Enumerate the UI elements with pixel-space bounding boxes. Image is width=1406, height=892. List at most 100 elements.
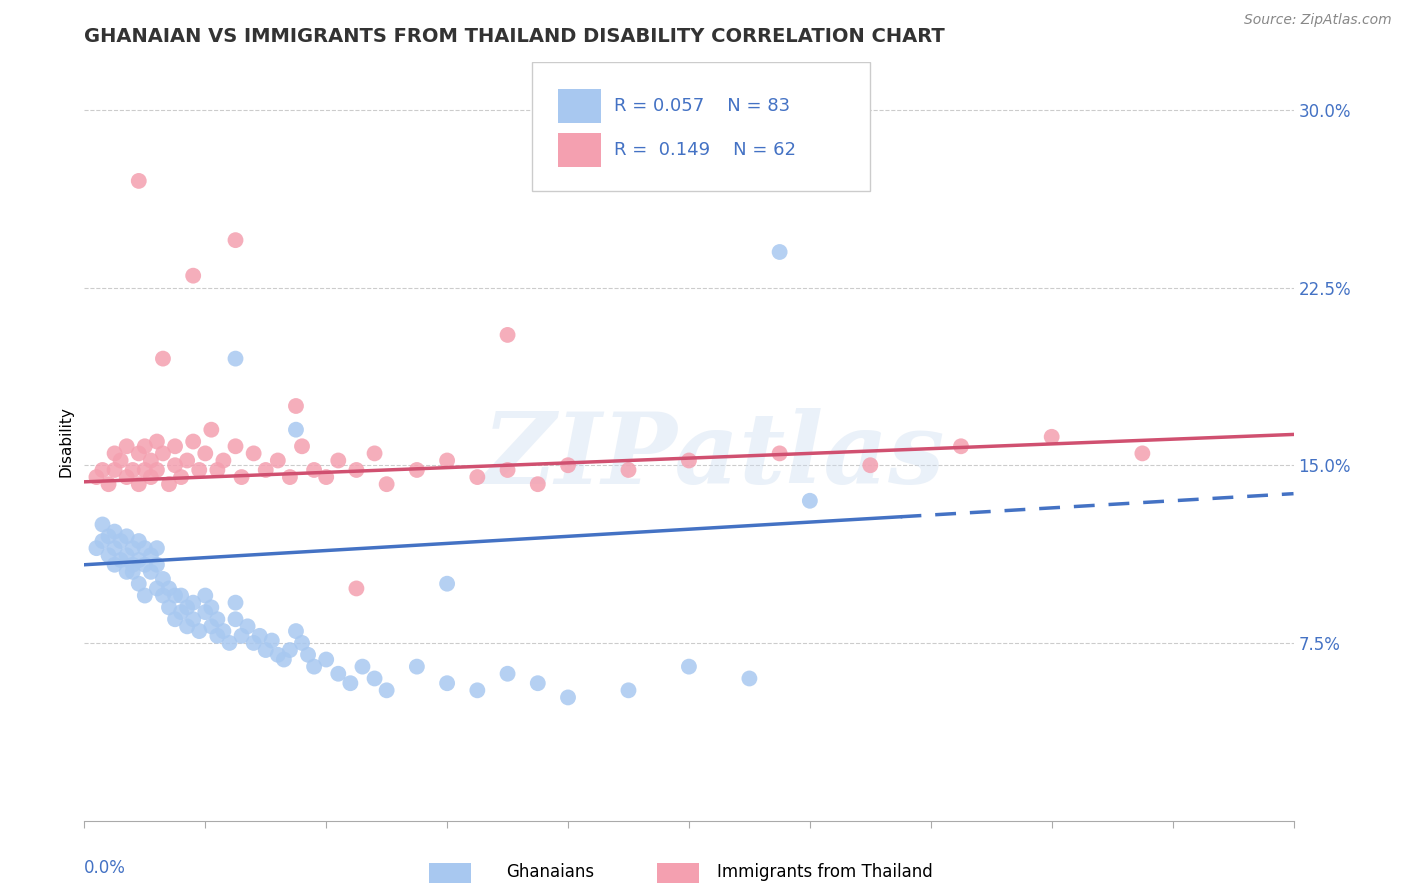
Point <box>146 541 169 556</box>
Point <box>97 529 120 543</box>
Point <box>176 600 198 615</box>
Point <box>285 624 308 639</box>
Point <box>146 582 169 596</box>
Point <box>194 589 217 603</box>
Point <box>200 619 222 633</box>
Point <box>104 558 127 572</box>
Point <box>170 470 193 484</box>
Text: ZIPatlas: ZIPatlas <box>482 409 945 505</box>
Point <box>738 672 761 686</box>
Point <box>273 652 295 666</box>
Point <box>157 582 180 596</box>
Point <box>181 434 204 449</box>
Point <box>152 589 174 603</box>
Point <box>176 619 198 633</box>
Point <box>134 463 156 477</box>
Point <box>110 553 132 567</box>
Point <box>254 463 277 477</box>
Point <box>291 439 314 453</box>
Point <box>363 672 385 686</box>
Point <box>315 470 337 484</box>
Point <box>285 399 308 413</box>
Point <box>181 596 204 610</box>
Point <box>128 576 150 591</box>
Point <box>115 548 138 563</box>
Point <box>799 493 821 508</box>
Text: Immigrants from Thailand: Immigrants from Thailand <box>717 863 932 881</box>
Text: 0.0%: 0.0% <box>84 858 127 877</box>
Text: R = 0.057    N = 83: R = 0.057 N = 83 <box>614 96 790 115</box>
Point <box>291 636 314 650</box>
Point <box>225 439 247 453</box>
Point <box>352 659 374 673</box>
Point <box>134 589 156 603</box>
Point <box>267 648 290 662</box>
Y-axis label: Disability: Disability <box>58 406 73 477</box>
Point <box>139 453 162 467</box>
Point <box>188 624 211 639</box>
Point <box>115 439 138 453</box>
Point <box>617 683 640 698</box>
Point <box>139 548 162 563</box>
Point <box>278 470 301 484</box>
Text: Source: ZipAtlas.com: Source: ZipAtlas.com <box>1244 13 1392 28</box>
Point <box>97 548 120 563</box>
Point <box>236 619 259 633</box>
Point <box>375 683 398 698</box>
Point <box>375 477 398 491</box>
Point <box>115 470 138 484</box>
Point <box>231 470 253 484</box>
Point <box>128 534 150 549</box>
FancyBboxPatch shape <box>531 62 870 191</box>
Point <box>128 446 150 460</box>
Point <box>146 558 169 572</box>
Point <box>260 633 283 648</box>
Point <box>181 612 204 626</box>
Point <box>406 659 429 673</box>
Point <box>115 529 138 543</box>
Point <box>557 458 579 473</box>
Point <box>176 453 198 467</box>
Point <box>267 453 290 467</box>
Point <box>467 683 489 698</box>
Point <box>128 174 150 188</box>
Point <box>104 524 127 539</box>
Point <box>769 244 792 259</box>
Point <box>170 605 193 619</box>
Point <box>212 453 235 467</box>
Point <box>139 470 162 484</box>
Point <box>254 643 277 657</box>
Point <box>134 439 156 453</box>
Point <box>496 463 519 477</box>
Point <box>406 463 429 477</box>
Point <box>157 600 180 615</box>
Point <box>165 612 187 626</box>
Point <box>328 666 350 681</box>
Point <box>121 558 143 572</box>
Point <box>128 553 150 567</box>
Point <box>86 470 108 484</box>
Point <box>436 453 458 467</box>
Point <box>146 434 169 449</box>
Point <box>104 541 127 556</box>
Point <box>527 477 550 491</box>
FancyBboxPatch shape <box>558 89 600 123</box>
Point <box>467 470 489 484</box>
Point <box>115 565 138 579</box>
Point <box>121 565 143 579</box>
Point <box>91 534 114 549</box>
Point <box>225 233 247 247</box>
Point <box>496 666 519 681</box>
Point <box>242 636 264 650</box>
Point <box>200 423 222 437</box>
Point <box>157 477 180 491</box>
Point <box>617 463 640 477</box>
Point <box>134 558 156 572</box>
Point <box>527 676 550 690</box>
Point <box>339 676 361 690</box>
Point <box>91 517 114 532</box>
Point <box>225 596 247 610</box>
Point <box>207 463 229 477</box>
Point <box>181 268 204 283</box>
Point <box>328 453 350 467</box>
